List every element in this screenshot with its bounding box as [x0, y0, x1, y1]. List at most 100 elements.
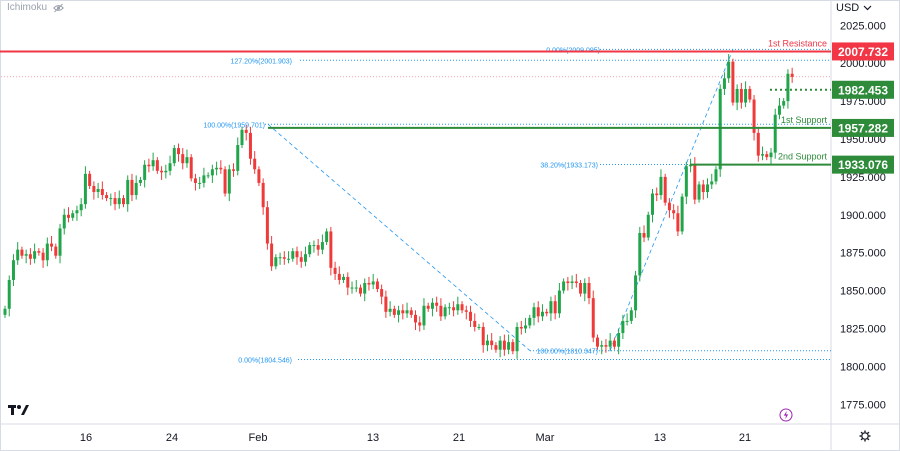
fib-trend-line — [609, 49, 734, 351]
candle-body — [219, 167, 223, 170]
candle-body — [540, 311, 544, 317]
candle-body — [227, 169, 231, 194]
y-tick-label: 1875.000 — [840, 248, 886, 260]
candle — [507, 334, 511, 355]
candle-body — [587, 283, 591, 299]
candle — [469, 305, 473, 327]
candle-body — [363, 283, 367, 294]
candle — [536, 301, 540, 323]
candle-body — [706, 184, 710, 193]
candle-body — [261, 182, 265, 208]
candle — [545, 308, 549, 317]
candle-body — [502, 340, 506, 350]
candle — [498, 336, 502, 358]
candle — [7, 275, 11, 317]
candle-body — [325, 231, 329, 243]
x-tick-label: Feb — [249, 432, 268, 444]
candle-body — [727, 61, 731, 79]
candle — [24, 249, 28, 264]
candle-body — [143, 164, 147, 180]
candle-body — [88, 173, 92, 186]
candle-body — [126, 179, 130, 205]
candle-body — [342, 276, 346, 280]
price-tag: 2007.732 — [832, 42, 894, 61]
candle-body — [536, 307, 540, 317]
candle — [697, 181, 701, 203]
candle-body — [786, 73, 790, 102]
candle — [634, 270, 638, 318]
candle-body — [11, 260, 15, 280]
candle — [617, 328, 621, 355]
candle-body — [198, 182, 202, 184]
candle-body — [490, 340, 494, 346]
candle — [490, 333, 494, 350]
candle — [676, 205, 680, 236]
candle-body — [92, 185, 96, 193]
candle — [325, 228, 329, 246]
candle-body — [278, 257, 282, 259]
gear-icon[interactable] — [859, 430, 871, 442]
candle-body — [430, 302, 434, 309]
candle-body — [435, 302, 439, 306]
candle — [126, 175, 130, 212]
price-tag-box — [832, 42, 894, 61]
candle — [37, 248, 41, 256]
candle — [316, 239, 320, 256]
y-tick-label: 1975.000 — [840, 96, 886, 108]
currency-selector[interactable]: USD — [836, 2, 872, 14]
candle-body — [105, 195, 109, 199]
candle-body — [693, 164, 697, 200]
candle-body — [714, 169, 718, 182]
candle — [532, 302, 536, 326]
candle-body — [646, 214, 650, 238]
candle-body — [71, 213, 75, 218]
candle-body — [761, 154, 765, 156]
candle-body — [210, 169, 214, 176]
candle — [456, 296, 460, 315]
candle — [435, 296, 439, 312]
candle — [312, 240, 316, 253]
candle — [646, 211, 650, 241]
candle — [147, 158, 151, 173]
tradingview-logo-icon[interactable] — [8, 404, 30, 416]
candle — [540, 304, 544, 321]
candle-body — [562, 281, 566, 291]
candle-body — [274, 257, 278, 267]
candle — [333, 261, 337, 280]
candle — [100, 181, 104, 200]
candle — [460, 301, 464, 314]
candle — [638, 226, 642, 282]
candle-body — [160, 170, 164, 173]
candle — [409, 307, 413, 318]
candle — [54, 243, 58, 259]
candle — [240, 126, 244, 149]
candle-body — [168, 163, 172, 171]
candle — [650, 189, 654, 223]
candle-body — [303, 254, 307, 262]
candle-body — [100, 189, 104, 196]
candle — [612, 337, 616, 350]
candle — [143, 160, 147, 188]
x-tick-label: 13 — [367, 432, 379, 444]
candle — [3, 305, 7, 318]
candle — [464, 305, 468, 320]
candle-body — [765, 154, 769, 158]
candle — [511, 339, 515, 355]
candle-body — [134, 182, 138, 196]
candle — [88, 170, 92, 189]
eye-icon[interactable] — [53, 3, 64, 13]
level-label: 1st Support — [781, 115, 828, 125]
candle-body — [244, 129, 248, 133]
candle-body — [583, 283, 587, 294]
candle — [41, 248, 45, 268]
candle — [287, 251, 291, 264]
indicator-legend[interactable]: Ichimoku — [7, 2, 64, 13]
candle — [308, 242, 312, 258]
candle-body — [164, 170, 168, 173]
candle-body — [718, 88, 722, 170]
candle-body — [185, 157, 189, 164]
lightning-icon[interactable] — [779, 408, 793, 422]
candle — [232, 163, 236, 177]
candle — [109, 193, 113, 206]
